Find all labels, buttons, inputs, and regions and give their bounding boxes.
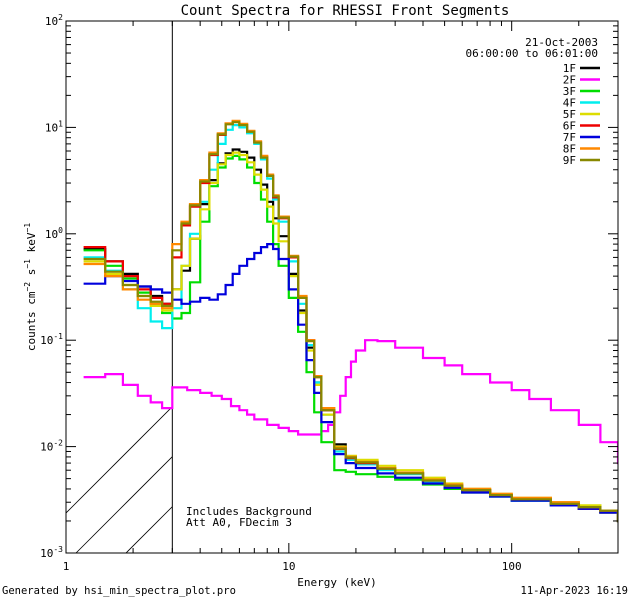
x-axis-label: Energy (keV) <box>297 576 376 589</box>
annotation-background: Includes Background <box>186 505 312 518</box>
hatch-line <box>626 0 640 553</box>
y-tick-base: 10 <box>45 15 58 28</box>
x-tick-label: 1 <box>63 560 70 573</box>
y-tick-exponent: -2 <box>53 439 63 448</box>
y-axis-label: counts cm−2 s−1 keV−1 <box>23 223 38 351</box>
legend-label-2F: 2F <box>563 74 576 87</box>
y-tick-exponent: 1 <box>58 119 63 128</box>
time-range-label: 06:00:00 to 06:01:00 <box>466 47 598 60</box>
legend-label-6F: 6F <box>563 120 576 133</box>
legend-label-9F: 9F <box>563 154 576 167</box>
y-tick-label: 100 <box>45 226 63 241</box>
footer-timestamp: 11-Apr-2023 16:19 <box>521 585 628 597</box>
y-axis-label-exp2: −1 <box>23 259 32 269</box>
y-tick-label: 10-1 <box>40 332 63 347</box>
y-tick-base: 10 <box>45 228 58 241</box>
legend-label-7F: 7F <box>563 131 576 144</box>
y-tick-base: 10 <box>40 547 53 560</box>
series-line-9F <box>83 121 618 523</box>
legend-label-1F: 1F <box>563 62 576 75</box>
x-tick-label: 100 <box>502 560 522 573</box>
x-tick-label: 10 <box>282 560 295 573</box>
y-tick-label: 10-2 <box>40 439 63 454</box>
y-axis-label-mid: s <box>25 269 38 282</box>
y-axis-label-exp3: −1 <box>23 223 32 233</box>
y-tick-label: 10-3 <box>40 545 63 560</box>
legend-label-3F: 3F <box>563 85 576 98</box>
hatched-low-energy-region <box>66 0 640 553</box>
y-tick-base: 10 <box>45 121 58 134</box>
series-line-7F <box>83 243 618 523</box>
y-tick-exponent: -3 <box>53 545 63 554</box>
y-axis-label-exp1: −2 <box>23 282 32 292</box>
chart-title: Count Spectra for RHESSI Front Segments <box>181 3 510 19</box>
legend-label-5F: 5F <box>563 108 576 121</box>
annotation-attenuator: Att A0, FDecim 3 <box>186 516 292 529</box>
legend-label-4F: 4F <box>563 97 576 110</box>
date-label: 21-Oct-2003 <box>525 36 598 49</box>
y-tick-label: 102 <box>45 13 63 28</box>
x-tick-labels: 1 10 100 <box>63 560 522 573</box>
y-tick-base: 10 <box>40 334 53 347</box>
y-tick-exponent: 0 <box>58 226 63 235</box>
y-tick-base: 10 <box>40 441 53 454</box>
legend-label-8F: 8F <box>563 143 576 156</box>
axis-ticks <box>65 20 619 554</box>
y-axis-label-base: counts cm <box>25 291 38 351</box>
y-axis-label-mid2: keV <box>25 232 38 259</box>
y-tick-exponent: -1 <box>53 332 63 341</box>
footer-generated-by: Generated by hsi_min_spectra_plot.pro <box>2 585 236 597</box>
y-tick-label: 101 <box>45 119 63 134</box>
series-layer <box>83 119 618 523</box>
plot-frame <box>65 20 619 554</box>
y-tick-exponent: 2 <box>58 13 63 22</box>
hatch-mask <box>172 21 618 553</box>
